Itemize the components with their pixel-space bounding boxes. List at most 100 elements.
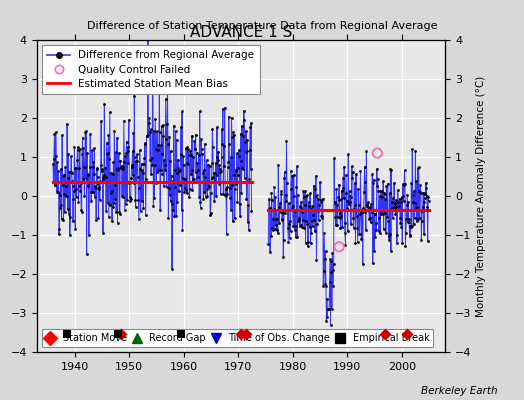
Point — [79, 145, 88, 151]
Point — [102, 207, 111, 214]
Point — [84, 183, 92, 189]
Point — [265, 206, 273, 212]
Point — [65, 168, 73, 175]
Point — [230, 172, 238, 178]
Point — [324, 306, 332, 312]
Point — [103, 151, 111, 158]
Point — [385, 236, 394, 243]
Point — [66, 232, 74, 238]
Point — [128, 148, 137, 154]
Point — [422, 180, 430, 186]
Point — [327, 269, 335, 275]
Point — [103, 150, 112, 156]
Point — [369, 176, 378, 183]
Point — [392, 204, 400, 210]
Point — [142, 176, 150, 182]
Point — [190, 176, 198, 182]
Point — [163, 85, 172, 92]
Point — [310, 216, 319, 223]
Point — [89, 164, 97, 170]
Point — [186, 148, 194, 154]
Point — [333, 222, 341, 228]
Point — [305, 198, 313, 205]
Point — [407, 180, 416, 186]
Point — [65, 210, 73, 217]
Point — [117, 165, 125, 172]
Point — [177, 206, 185, 213]
Point — [150, 195, 158, 202]
Point — [173, 170, 181, 176]
Point — [191, 132, 200, 138]
Point — [378, 194, 387, 200]
Point — [134, 174, 142, 180]
Point — [97, 168, 106, 175]
Point — [285, 220, 293, 227]
Point — [94, 215, 103, 221]
Point — [106, 190, 115, 196]
Point — [59, 216, 68, 223]
Point — [113, 134, 121, 141]
Point — [154, 141, 162, 148]
Point — [282, 198, 290, 204]
Point — [424, 193, 432, 200]
Point — [376, 188, 385, 194]
Point — [344, 151, 353, 158]
Point — [212, 193, 220, 200]
Point — [318, 214, 326, 221]
Point — [211, 177, 220, 184]
Point — [412, 205, 420, 211]
Point — [386, 165, 395, 172]
Point — [221, 192, 230, 198]
Point — [289, 223, 298, 229]
Point — [308, 218, 316, 224]
Point — [201, 174, 210, 180]
Point — [297, 222, 305, 228]
Point — [55, 226, 63, 232]
Point — [63, 175, 72, 182]
Point — [196, 205, 205, 211]
Point — [395, 202, 403, 209]
Point — [320, 268, 328, 274]
Point — [64, 206, 72, 212]
Point — [129, 180, 138, 186]
Point — [345, 188, 354, 194]
Point — [337, 187, 346, 194]
Point — [133, 151, 141, 158]
Point — [280, 169, 289, 176]
Point — [144, 36, 152, 42]
Point — [206, 210, 215, 217]
Point — [232, 167, 240, 173]
Point — [372, 233, 380, 240]
Point — [214, 157, 222, 164]
Point — [66, 214, 74, 220]
Point — [94, 180, 102, 187]
Point — [73, 144, 82, 150]
Point — [305, 223, 314, 230]
Point — [205, 162, 214, 169]
Point — [92, 216, 101, 223]
Point — [407, 224, 415, 230]
Point — [119, 164, 127, 170]
Point — [101, 179, 109, 185]
Point — [117, 162, 126, 169]
Point — [54, 189, 62, 195]
Point — [191, 146, 199, 152]
Point — [169, 207, 178, 214]
Point — [134, 197, 143, 203]
Point — [267, 190, 276, 196]
Point — [200, 167, 208, 174]
Point — [340, 163, 348, 170]
Point — [69, 218, 77, 224]
Point — [340, 195, 348, 201]
Point — [269, 227, 278, 234]
Point — [49, 161, 57, 167]
Point — [95, 184, 104, 190]
Point — [114, 167, 122, 174]
Point — [325, 306, 333, 312]
Point — [85, 180, 94, 187]
Point — [84, 171, 93, 178]
Point — [279, 210, 287, 217]
Point — [344, 228, 352, 234]
Point — [170, 212, 179, 219]
Point — [198, 151, 206, 157]
